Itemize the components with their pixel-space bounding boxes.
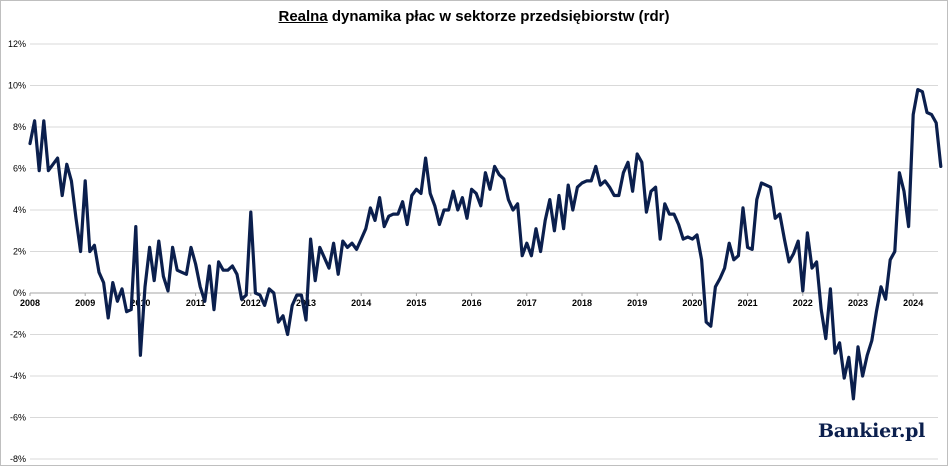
- y-axis-ticks: 12% 10% 8% 6% 4% 2% 0% -2% -4% -6% -8%: [8, 39, 26, 464]
- x-tick-label: 2022: [793, 298, 813, 308]
- y-tick-label: 2%: [13, 247, 26, 257]
- x-tick-label: 2012: [241, 298, 261, 308]
- y-tick-label: 4%: [13, 205, 26, 215]
- x-tick-label: 2009: [75, 298, 95, 308]
- x-tick-label: 2010: [130, 298, 150, 308]
- x-tick-label: 2008: [20, 298, 40, 308]
- x-tick-label: 2011: [186, 298, 206, 308]
- chart-title: Realna dynamika płac w sektorze przedsię…: [0, 8, 948, 25]
- x-tick-label: 2015: [406, 298, 426, 308]
- series-line: [28, 87, 943, 401]
- y-tick-label: 10%: [8, 81, 26, 91]
- y-tick-label: -8%: [10, 454, 26, 464]
- x-tick-label: 2024: [903, 298, 923, 308]
- chart-title-underlined: Realna: [278, 8, 328, 25]
- x-tick-label: 2021: [738, 298, 758, 308]
- gridlines: [30, 43, 938, 460]
- x-tick-label: 2019: [627, 298, 647, 308]
- chart-title-rest: dynamika płac w sektorze przedsiębiorstw…: [327, 8, 670, 25]
- x-tick-label: 2023: [848, 298, 868, 308]
- y-tick-label: 12%: [8, 39, 26, 49]
- y-tick-label: -4%: [10, 371, 26, 381]
- x-tick-label: 2020: [682, 298, 702, 308]
- x-axis-ticks: 2008 2009 2010 2011 2012 2013 2014 2015 2016 2017…: [20, 293, 923, 308]
- brand-logo: Bankier.pl: [818, 420, 926, 442]
- x-tick-label: 2017: [517, 298, 537, 308]
- y-tick-label: 0%: [13, 288, 26, 298]
- series-layer: [28, 87, 943, 401]
- x-tick-label: 2018: [572, 298, 592, 308]
- y-tick-label: -2%: [10, 330, 26, 340]
- x-tick-label: 2014: [351, 298, 371, 308]
- y-tick-label: 6%: [13, 164, 26, 174]
- y-tick-label: -6%: [10, 413, 26, 423]
- x-tick-label: 2016: [462, 298, 482, 308]
- y-tick-label: 8%: [13, 122, 26, 132]
